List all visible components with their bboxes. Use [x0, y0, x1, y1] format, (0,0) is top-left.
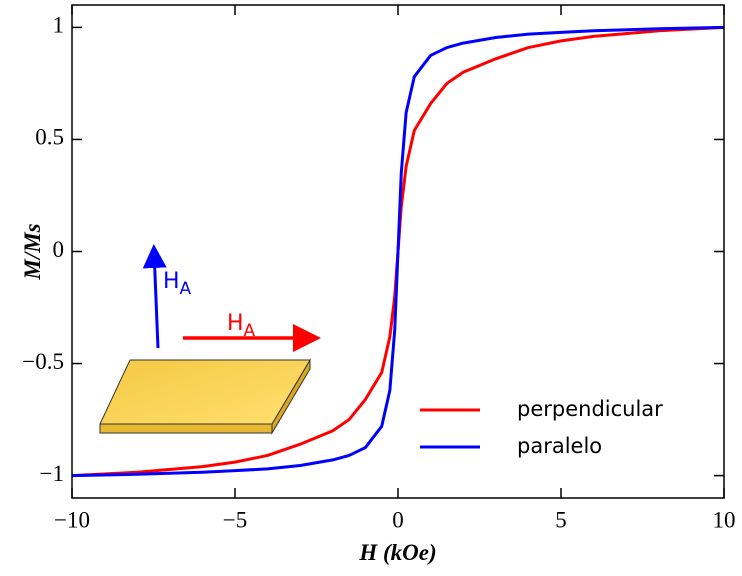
annotation-subscript: A — [244, 321, 256, 341]
y-tick-label: −1 — [40, 461, 64, 486]
x-tick-label: 10 — [713, 507, 736, 532]
data-line — [71, 25, 725, 478]
legend-label: perpendicular — [517, 397, 663, 421]
x-tick-label: −10 — [54, 507, 90, 532]
annotation-text: H — [163, 269, 180, 294]
x-axis-label: H (kOe) — [358, 540, 436, 565]
y-tick-label: 0 — [53, 237, 65, 262]
legend-label: paralelo — [517, 434, 602, 458]
inset — [99, 244, 321, 435]
y-tick-label: 0.5 — [35, 125, 64, 150]
y-tick-label: 1 — [53, 13, 65, 38]
annotation: HA — [163, 269, 192, 299]
annotation-text: H — [227, 311, 244, 336]
annotation: HA — [227, 311, 256, 341]
y-axis-label: M/Ms — [20, 223, 45, 280]
annotation-subscript: A — [180, 279, 192, 299]
x-tick-label: 5 — [555, 507, 567, 532]
plot-frame — [71, 4, 725, 499]
y-tick-label: −0.5 — [22, 349, 64, 374]
x-tick-label: 0 — [392, 507, 404, 532]
x-tick-label: −5 — [223, 507, 247, 532]
